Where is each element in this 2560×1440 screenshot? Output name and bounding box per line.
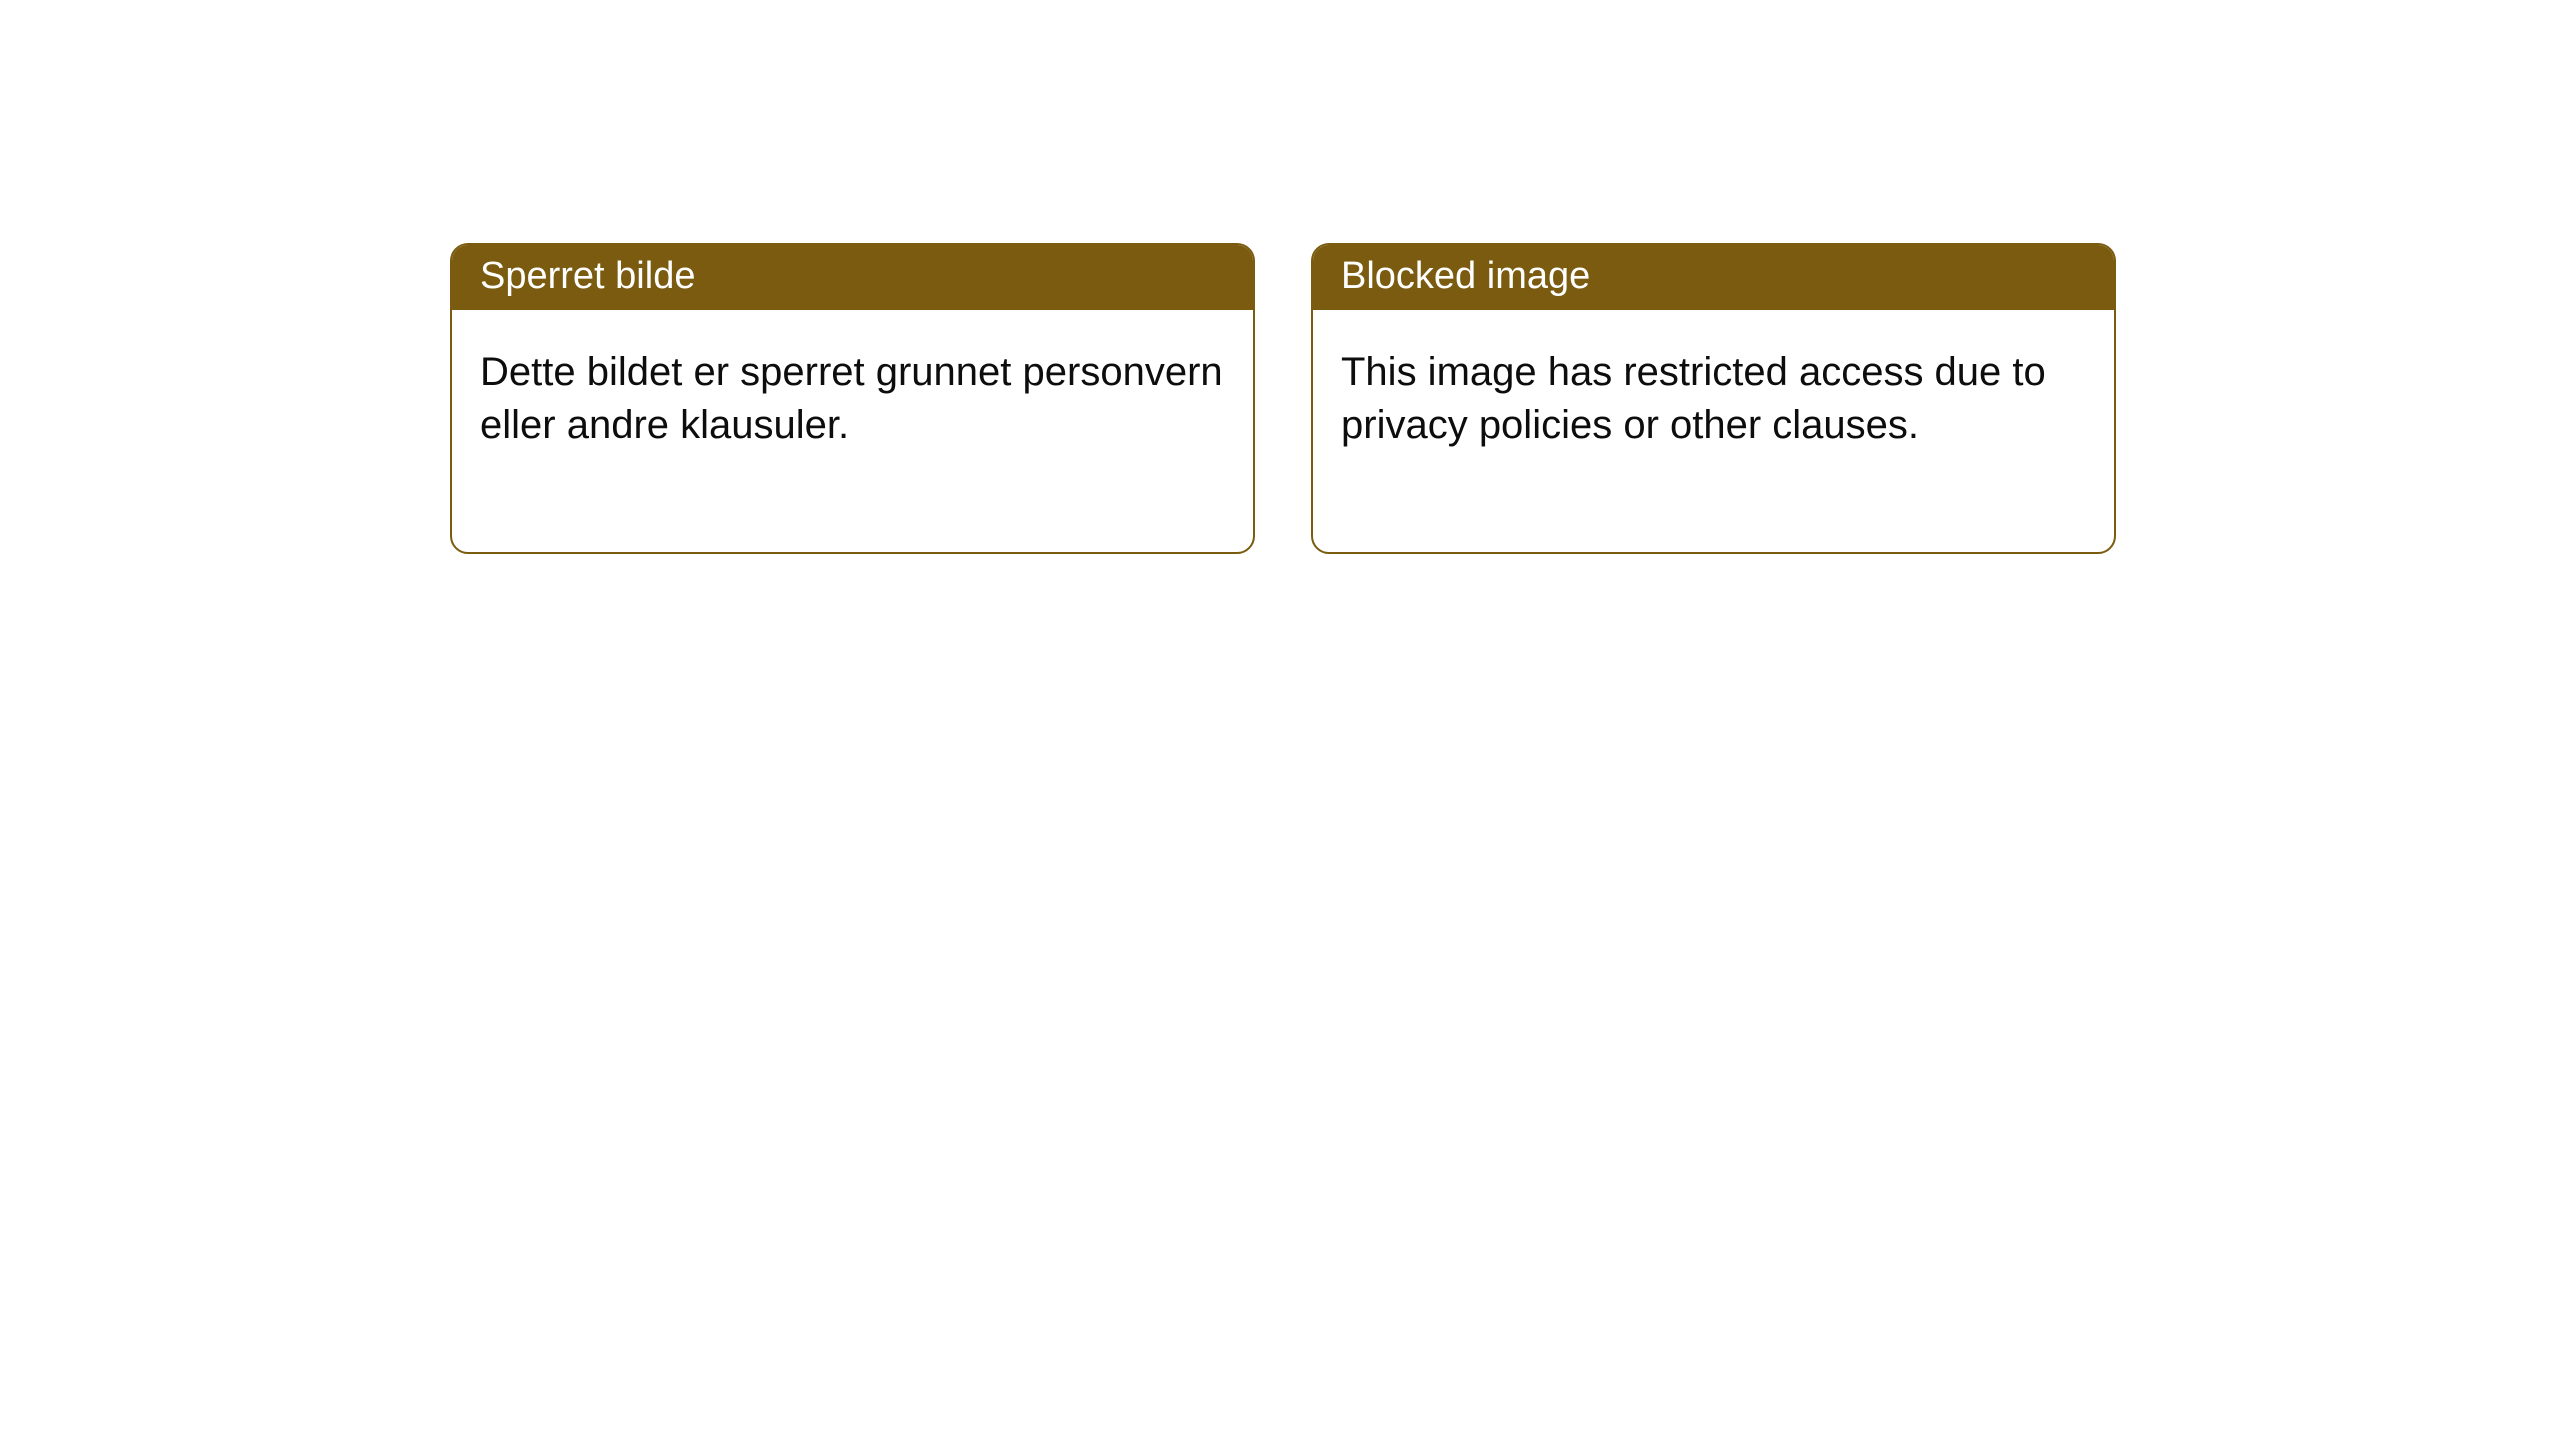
- blocked-image-notice-no: Sperret bilde Dette bildet er sperret gr…: [450, 243, 1255, 554]
- notice-body: This image has restricted access due to …: [1313, 310, 2114, 552]
- notice-container: Sperret bilde Dette bildet er sperret gr…: [0, 0, 2560, 554]
- notice-title: Sperret bilde: [452, 245, 1253, 310]
- notice-body: Dette bildet er sperret grunnet personve…: [452, 310, 1253, 552]
- notice-title: Blocked image: [1313, 245, 2114, 310]
- blocked-image-notice-en: Blocked image This image has restricted …: [1311, 243, 2116, 554]
